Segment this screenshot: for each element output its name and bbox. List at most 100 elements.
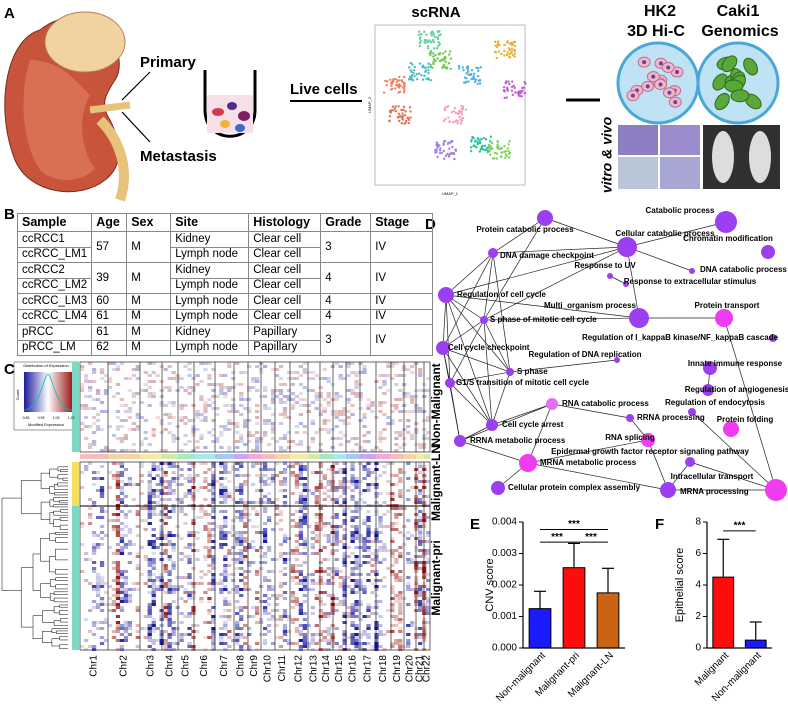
heat-cell	[80, 389, 85, 392]
heat-cell	[203, 471, 208, 474]
heat-cell	[183, 588, 188, 591]
heat-cell	[247, 627, 252, 630]
umap-dot	[453, 120, 457, 123]
umap-dot	[385, 84, 388, 87]
heat-cell	[203, 410, 208, 413]
heat-cell	[227, 389, 232, 392]
table-cell: 60	[91, 293, 128, 310]
heat-cell	[306, 449, 311, 452]
heat-cell	[354, 555, 359, 558]
heat-cell	[231, 468, 236, 471]
heat-cell	[390, 597, 395, 600]
heat-cell	[171, 401, 176, 404]
heat-cell	[358, 642, 363, 645]
heat-cell	[290, 579, 296, 582]
heat-cell	[91, 621, 97, 624]
heat-cell	[282, 609, 288, 612]
heat-cell	[111, 434, 117, 437]
heat-cell	[151, 561, 156, 564]
heat-cell	[262, 468, 268, 471]
heat-cell	[99, 477, 105, 480]
heat-cell	[342, 422, 347, 425]
node-label: RNA splicing	[605, 433, 655, 442]
heat-cell	[342, 510, 347, 513]
heat-cell	[119, 648, 125, 651]
heat-cell	[223, 519, 228, 522]
table-cell: Sample	[16, 213, 93, 232]
heat-cell	[195, 374, 200, 377]
heat-cell	[159, 513, 164, 516]
heat-cell	[159, 519, 164, 522]
heat-cell	[219, 534, 224, 537]
heat-cell	[378, 474, 383, 477]
heat-cell	[207, 588, 212, 591]
umap-dot	[418, 37, 422, 41]
heat-cell	[286, 416, 292, 419]
heat-cell	[111, 368, 117, 371]
heat-cell	[123, 404, 129, 407]
heat-cell	[334, 513, 339, 516]
heat-cell	[123, 525, 129, 528]
heat-cell	[298, 398, 304, 401]
heat-cell	[223, 627, 228, 630]
heat-cell	[350, 477, 355, 480]
umap-dot	[476, 143, 480, 146]
heat-cell	[167, 540, 172, 543]
heat-cell	[207, 398, 212, 401]
heat-cell	[95, 585, 101, 588]
heat-cell	[418, 585, 423, 588]
heat-cell	[374, 624, 379, 627]
heat-cell	[322, 591, 327, 594]
tube	[203, 70, 257, 138]
heat-cell	[302, 386, 308, 389]
heat-cell	[314, 431, 319, 434]
heat-cell	[342, 636, 347, 639]
heat-cell	[163, 642, 168, 645]
heat-cell	[370, 552, 375, 555]
heat-cell	[91, 543, 97, 546]
heat-cell	[294, 483, 300, 486]
heat-cell	[286, 642, 292, 645]
node-label: Regulation of cell cycle	[457, 290, 546, 299]
heat-cell	[358, 645, 363, 648]
umap-dot	[407, 121, 410, 125]
heat-cell	[318, 395, 323, 398]
heat-cell	[187, 573, 192, 576]
heat-cell	[163, 612, 168, 615]
edge	[527, 439, 649, 464]
heat-cell	[338, 374, 343, 377]
edge	[626, 246, 640, 319]
heat-cell	[310, 389, 315, 392]
y-tick-label: 0	[695, 643, 701, 654]
heat-cell	[211, 440, 216, 443]
heat-cell	[418, 633, 423, 636]
heat-cell	[370, 612, 375, 615]
heat-cell	[278, 543, 284, 546]
heat-cell	[87, 645, 93, 648]
heat-cell	[223, 428, 228, 431]
heat-cell	[171, 404, 176, 407]
heat-cell	[187, 597, 192, 600]
heat-cell	[123, 579, 129, 582]
heat-cell	[143, 449, 148, 452]
heat-cell	[370, 449, 375, 452]
heat-cell	[231, 404, 236, 407]
heat-cell	[310, 552, 315, 555]
heat-cell	[227, 480, 232, 483]
heat-cell	[334, 549, 339, 552]
heat-cell	[167, 498, 172, 501]
heat-cell	[211, 510, 216, 513]
heat-cell	[247, 389, 252, 392]
heat-cell	[179, 612, 184, 615]
heat-cell	[119, 465, 125, 468]
heat-cell	[211, 606, 216, 609]
heat-cell	[382, 585, 387, 588]
heat-cell	[167, 377, 172, 380]
heat-cell	[418, 627, 423, 630]
heat-cell	[362, 585, 367, 588]
chr-label: Chr6	[199, 655, 210, 677]
umap-dot	[477, 138, 480, 141]
heat-cell	[115, 630, 121, 633]
heat-cell	[91, 422, 97, 425]
